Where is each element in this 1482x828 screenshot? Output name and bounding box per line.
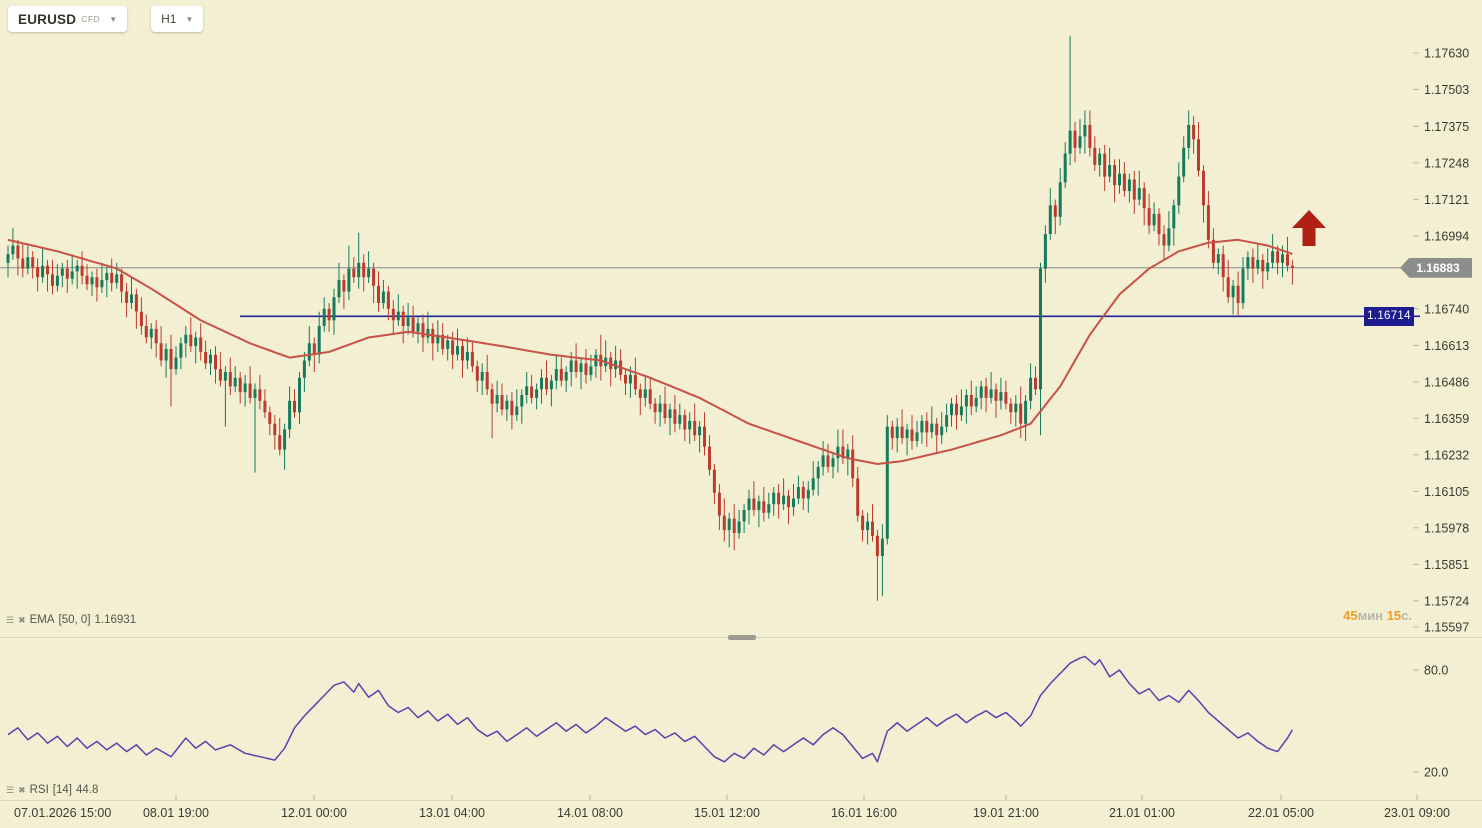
ema-legend-row: ☰ ✖ EMA [50, 0] 1.16931 [6,614,136,626]
candle-countdown: 45мин 15с. [1343,608,1412,623]
chevron-down-icon: ▼ [109,14,118,24]
rsi-value: 44.8 [75,784,99,796]
axis-separator [0,800,1482,801]
rsi-line [7,655,1294,763]
rsi-params: [14] [52,784,72,796]
countdown-minutes-unit: мин [1357,608,1384,623]
indicator-settings-icon[interactable]: ☰ [6,785,15,795]
price-axis-label: 1.17248 [1424,156,1469,170]
price-axis-label: 1.16740 [1424,302,1469,316]
time-axis-label: 15.01 12:00 [694,806,760,820]
indicator-close-icon[interactable]: ✖ [18,615,26,625]
rsi-legend-row: ☰ ✖ RSI [14] 44.8 [6,784,98,796]
time-axis-label: 13.01 04:00 [419,806,485,820]
time-axis-label: 12.01 00:00 [281,806,347,820]
time-axis-label: 16.01 16:00 [831,806,897,820]
price-axis-label: 1.15597 [1424,621,1469,635]
time-axis-label: 14.01 08:00 [557,806,623,820]
countdown-seconds: 15 [1386,608,1402,623]
price-axis-label: 1.17503 [1424,83,1469,97]
time-axis-label: 07.01.2026 15:00 [14,806,111,820]
symbol-selector[interactable]: EURUSD CFD ▼ [8,6,128,32]
interval-label: H1 [161,12,177,26]
price-axis: 1.17630 1.17503 1.17375 1.17248 1.17121 1.169… [1413,47,1469,780]
time-axis-label: 19.01 21:00 [973,806,1039,820]
chevron-down-icon: ▼ [185,14,194,24]
countdown-seconds-unit: с. [1401,608,1412,623]
price-axis-label: 1.16232 [1424,448,1469,462]
price-axis-label: 1.15724 [1424,594,1469,608]
up-arrow-icon[interactable] [1291,209,1327,252]
price-axis-label: 1.16486 [1424,375,1469,389]
rsi-axis-label: 80.0 [1424,664,1448,678]
market-type-label: CFD [81,14,101,24]
price-axis-label: 1.16994 [1424,229,1469,243]
price-axis-label: 1.17630 [1424,47,1469,61]
chart-toolbar: EURUSD CFD ▼ H1 ▼ [8,6,204,32]
price-axis-label: 1.16359 [1424,412,1469,426]
price-axis-label: 1.15978 [1424,521,1469,535]
ema-params: [50, 0] [58,614,91,626]
time-axis: 07.01.2026 15:00 08.01 19:00 12.01 00:00 13… [14,795,1450,820]
time-axis-label: 08.01 19:00 [143,806,209,820]
time-axis-label: 23.01 09:00 [1384,806,1450,820]
interval-selector[interactable]: H1 ▼ [151,6,204,32]
time-axis-label: 22.01 05:00 [1248,806,1314,820]
rsi-name: RSI [29,784,49,796]
price-axis-label: 1.17375 [1424,120,1469,134]
rsi-axis-label: 20.0 [1424,766,1448,780]
symbol-label: EURUSD [18,11,77,27]
current-price-badge: 1.16883 [1400,257,1472,278]
price-axis-label: 1.16613 [1424,339,1469,353]
time-axis-label: 21.01 01:00 [1109,806,1175,820]
level-lines [0,267,1420,318]
support-level-badge: 1.16714 [1364,306,1414,326]
ema-name: EMA [29,614,55,626]
ema-value: 1.16931 [94,614,137,626]
pane-resize-handle[interactable] [728,635,756,640]
indicator-settings-icon[interactable]: ☰ [6,615,15,625]
candlestick-series [6,35,1294,601]
ema-line [7,238,1293,465]
countdown-minutes: 45 [1343,608,1358,623]
price-axis-label: 1.15851 [1424,558,1469,572]
indicator-close-icon[interactable]: ✖ [18,785,26,795]
price-axis-label: 1.16105 [1424,485,1469,499]
price-axis-label: 1.17121 [1424,193,1469,207]
